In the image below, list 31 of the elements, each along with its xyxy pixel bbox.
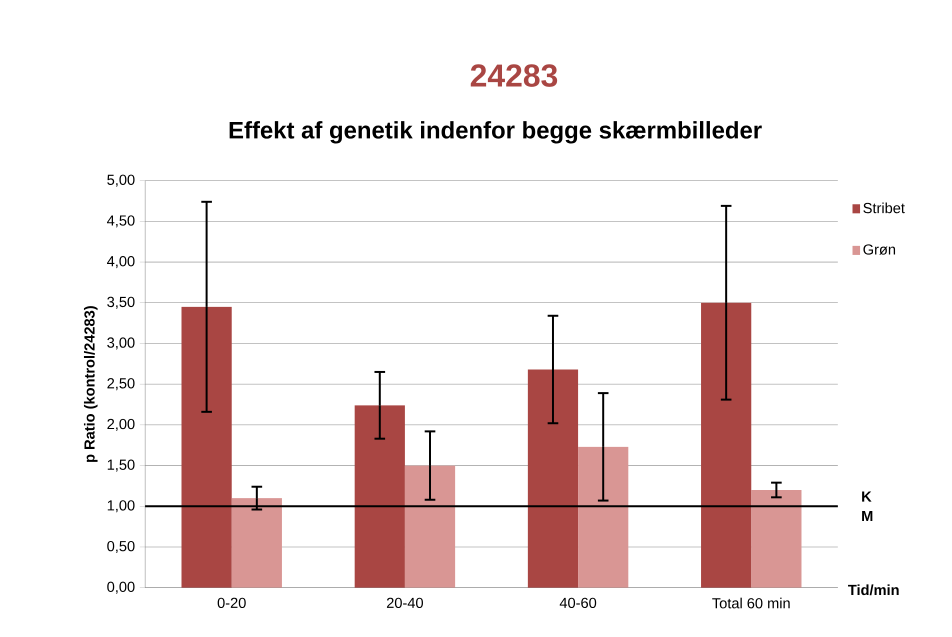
y-tick-label: 1,00 (108, 500, 135, 512)
x-tick-label: Total 60 min (712, 598, 790, 608)
y-tick-label: 0,50 (107, 541, 135, 554)
bar (528, 370, 578, 588)
legend-label: Stribet (863, 202, 905, 214)
text: M (862, 511, 872, 522)
bar (578, 446, 628, 588)
y-tick-label: 4,00 (107, 256, 135, 268)
y-tick-label: 0,00 (107, 582, 135, 594)
y-tick-label: 2,00 (107, 418, 135, 431)
y-tick-label: 3,00 (107, 338, 135, 350)
x-tick-label: 20-40 (386, 598, 423, 608)
x-tick-label: 40-60 (560, 598, 596, 608)
bar (751, 490, 802, 588)
y-tick-label: 3,50 (107, 296, 135, 309)
y-axis-title: p Ratio (kontrol/24283) (84, 306, 98, 462)
x-tick-label: 0-20 (218, 598, 246, 608)
bar (701, 302, 752, 588)
chart-title: 24283 (470, 64, 558, 87)
y-tick-label: 1,50 (108, 460, 135, 472)
y-tick-label: 4,50 (107, 215, 135, 228)
bar (354, 405, 405, 588)
bar (182, 306, 232, 588)
bar (232, 498, 282, 588)
text: K (862, 492, 872, 502)
bar (404, 466, 456, 588)
chart-subtitle: Effekt af genetik indenfor begge skærmbilleder (230, 121, 762, 144)
legend-label: Grøn (863, 244, 896, 255)
x-axis-title: Tid/min (848, 584, 899, 596)
y-tick-label: 2,50 (107, 378, 135, 390)
y-tick-label: 5,00 (107, 174, 135, 187)
